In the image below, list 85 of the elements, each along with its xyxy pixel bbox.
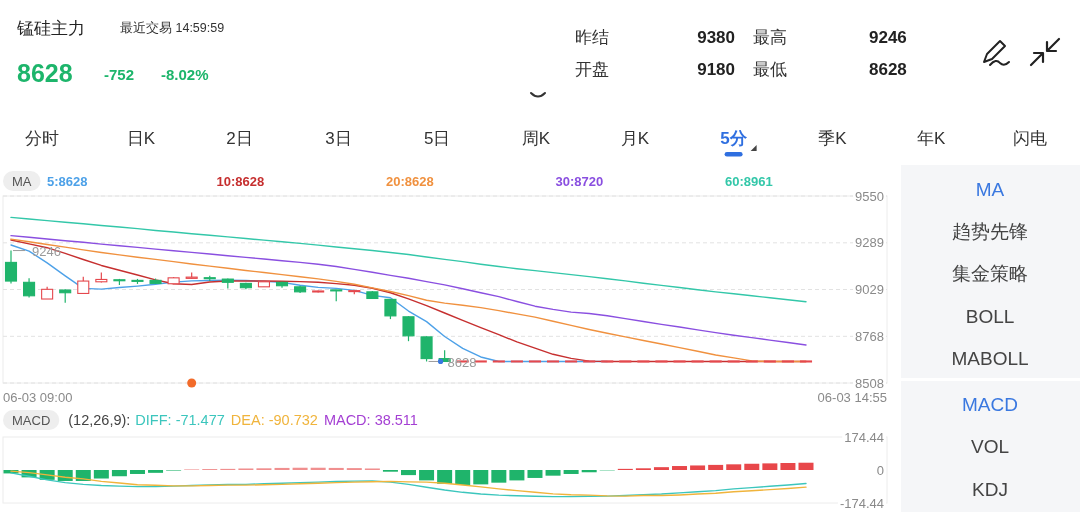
text: 06-03 09:00 — [3, 389, 73, 405]
bar — [401, 470, 416, 476]
text: DEA: -90.732 — [230, 412, 318, 428]
bar — [563, 470, 579, 474]
bar — [672, 466, 688, 470]
text: 昨结 — [575, 27, 609, 47]
y-tick-label: 8768 — [855, 328, 884, 344]
bar — [708, 464, 724, 470]
text: 季K — [818, 128, 848, 148]
text: 5日 — [423, 128, 451, 148]
text: MACD — [962, 393, 1018, 415]
bar — [798, 462, 814, 470]
y-tick-label: 8508 — [855, 375, 884, 391]
y-tick-label: 9029 — [855, 282, 884, 297]
bar — [93, 470, 109, 479]
text: 20:8628 — [386, 173, 434, 189]
y-tick-label: 9289 — [855, 235, 884, 251]
text: KDJ — [972, 478, 1008, 500]
bar — [509, 470, 525, 481]
y-tick-label: 9550 — [855, 188, 884, 204]
text: 10:8628 — [216, 173, 265, 189]
line-series — [10, 216, 807, 303]
bar — [129, 470, 145, 474]
candlestick — [402, 315, 415, 342]
bar — [437, 470, 453, 484]
bar — [762, 463, 778, 470]
legend-title: MACD — [12, 412, 51, 428]
y-tick-label: 0 — [876, 462, 884, 478]
bar — [744, 463, 760, 470]
text: 9246 — [869, 27, 907, 47]
text: 最低 — [753, 59, 787, 79]
line-series — [10, 234, 807, 346]
text: 分时 — [25, 128, 59, 148]
text: 06-03 14:55 — [817, 389, 887, 405]
text: MA — [975, 178, 1005, 200]
bar — [111, 470, 127, 477]
text: 周K — [521, 128, 551, 148]
bar — [148, 470, 164, 473]
bar — [473, 470, 489, 485]
text: 60:8961 — [725, 173, 773, 189]
text: 5:8628 — [47, 173, 88, 189]
text: 30:8720 — [555, 173, 604, 189]
text: 闪电 — [1013, 128, 1047, 148]
text: -8.02% — [161, 65, 209, 83]
text: 最高 — [753, 27, 787, 47]
bar — [491, 470, 507, 483]
text: MACD: 38.511 — [323, 412, 418, 428]
text: 日K — [126, 128, 156, 148]
text: 8628 — [869, 59, 907, 79]
text: 2日 — [226, 128, 253, 148]
text: 年K — [917, 128, 947, 148]
text: 9180 — [697, 59, 735, 79]
candlestick — [4, 249, 18, 284]
text: 集金策略 — [952, 262, 1028, 284]
bar — [780, 463, 796, 470]
candlestick — [420, 335, 433, 363]
text: 5分 — [720, 128, 748, 148]
text: 月K — [620, 128, 650, 148]
text: BOLL — [965, 305, 1015, 327]
text: -752 — [104, 65, 135, 83]
bar — [527, 470, 543, 478]
bar — [545, 470, 561, 476]
text: DIFF: -71.477 — [135, 412, 225, 428]
candlestick — [384, 298, 397, 320]
candlestick — [23, 277, 36, 298]
text: 趋势先锋 — [952, 220, 1028, 242]
y-tick-label: 174.44 — [844, 429, 884, 445]
bar — [690, 465, 706, 470]
bar — [274, 467, 290, 470]
text: 9380 — [697, 27, 735, 47]
legend-title: MA — [12, 173, 32, 189]
text: 锰硅主力 — [16, 18, 85, 38]
text: 最近交易 14:59:59 — [120, 20, 225, 35]
text: 8628 — [17, 59, 73, 87]
bar — [726, 464, 742, 470]
bar — [419, 470, 435, 481]
text: 开盘 — [575, 59, 609, 79]
y-tick-label: -174.44 — [839, 495, 884, 511]
bar — [653, 467, 669, 470]
text: VOL — [970, 435, 1010, 457]
text: MABOLL — [951, 347, 1029, 369]
text: 3日 — [325, 128, 352, 148]
text: (12,26,9): — [68, 412, 131, 428]
bar — [455, 470, 471, 485]
bar — [328, 467, 344, 470]
